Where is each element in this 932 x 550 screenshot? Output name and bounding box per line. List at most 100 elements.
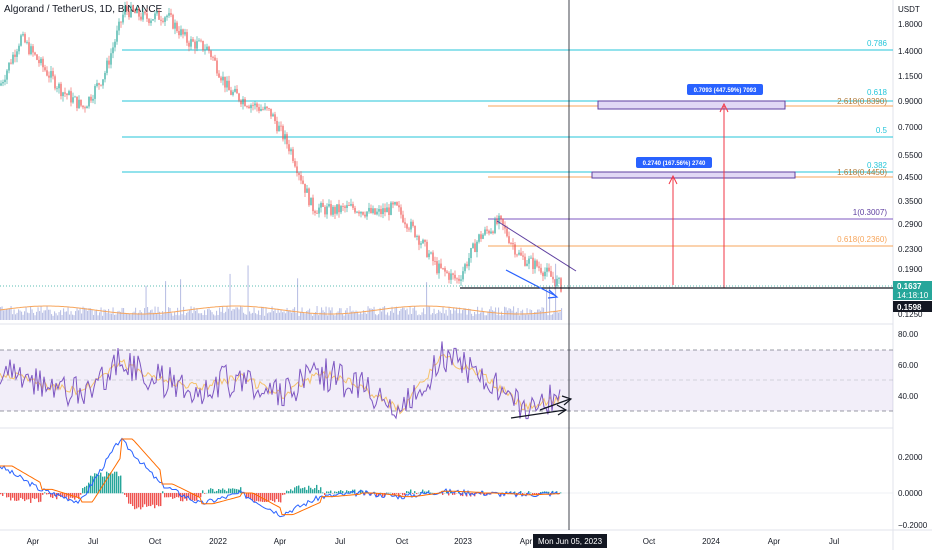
measure-tag-upper[interactable] — [687, 84, 763, 95]
candle-body — [112, 47, 114, 54]
volume-bar — [400, 308, 402, 320]
volume-bar — [532, 314, 534, 320]
candle-body — [106, 60, 108, 73]
candle-body — [320, 202, 322, 208]
volume-bar — [523, 313, 525, 320]
volume-bar — [438, 309, 440, 320]
target-box-lower[interactable] — [591, 171, 796, 179]
crosshair-date-tag[interactable] — [533, 534, 607, 548]
volume-bar — [138, 312, 140, 320]
fib-levels[interactable]: 0.786 0.618 2.618(0.8390) 0.5 0.382 1.61… — [122, 39, 893, 247]
volume-bar — [561, 308, 563, 320]
candle-body — [488, 230, 490, 234]
macd-hist-bar — [300, 488, 302, 494]
volume-bar — [319, 312, 321, 320]
macd-hist-bar — [224, 489, 226, 494]
volume-bar — [291, 312, 293, 320]
candle-body — [258, 107, 260, 111]
macd-hist-bar — [26, 493, 28, 500]
fib-label-0382: 0.382 — [867, 161, 888, 170]
candle-body — [162, 20, 164, 22]
volume-bar — [469, 308, 471, 320]
volume-bar — [496, 314, 498, 320]
volume-bar — [270, 312, 272, 320]
macd-hist-bar — [282, 493, 284, 496]
target-box-upper[interactable] — [597, 100, 786, 110]
price-candles[interactable] — [0, 1, 562, 293]
volume-bar — [208, 308, 210, 320]
macd-hist-bar — [262, 493, 264, 502]
macd-hist-bar — [180, 493, 182, 502]
candle-body — [164, 17, 166, 22]
volume-bar — [123, 308, 125, 320]
macd-hist-bar — [526, 493, 528, 495]
volume-bar — [520, 310, 522, 320]
macd-hist-bar — [34, 493, 36, 500]
rsi-divergence-arrow-lower[interactable] — [510, 409, 566, 419]
volume-bar — [403, 307, 405, 320]
volume-bar — [258, 310, 260, 320]
macd-hist-bar — [12, 493, 14, 498]
wedge-upper-line[interactable] — [496, 220, 577, 272]
macd-hist-bar — [540, 492, 542, 494]
macd-hist-bar — [106, 471, 108, 494]
volume-bar — [255, 313, 257, 320]
blue-divergence-arrow[interactable] — [505, 269, 557, 297]
candle-body — [188, 42, 190, 47]
volume-bar — [535, 312, 537, 320]
candle-body — [102, 79, 104, 86]
price-axis-panel[interactable] — [893, 0, 932, 550]
candle-body — [350, 204, 352, 206]
macd-hist-bar — [412, 493, 414, 494]
candle-body — [406, 224, 408, 229]
last-price-tag[interactable] — [893, 281, 932, 300]
candle-body — [216, 60, 218, 74]
candle-body — [368, 207, 370, 212]
candle-body — [360, 211, 362, 214]
volume-bar — [102, 315, 104, 320]
candle-body — [12, 54, 14, 64]
volume-bar — [211, 312, 213, 320]
candle-body — [136, 8, 138, 14]
macd-hist-bar — [212, 488, 214, 494]
candle-body — [266, 106, 268, 109]
macd-line[interactable] — [0, 437, 561, 518]
candle-body — [234, 88, 236, 92]
fib-label-0618: 0.618 — [867, 88, 888, 97]
candle-body — [224, 76, 226, 88]
candle-body — [270, 108, 272, 117]
macd-hist-bar — [158, 493, 160, 507]
macd-hist-bar — [324, 493, 326, 496]
rsi-divergence-arrow-upper[interactable] — [539, 398, 571, 411]
volume-bar — [19, 310, 21, 320]
macd-hist-bar — [66, 493, 68, 497]
rsi-line[interactable] — [0, 341, 561, 420]
volume-bar — [36, 311, 38, 320]
candle-body — [78, 99, 80, 109]
candle-body — [200, 40, 202, 42]
macd-hist-bar — [110, 472, 112, 494]
time-tick-label: Oct — [396, 537, 409, 546]
hover-price-tag[interactable] — [893, 301, 932, 312]
candle-body — [334, 206, 336, 214]
volume-bar — [501, 311, 503, 320]
candle-body — [68, 91, 70, 96]
candle-body — [288, 144, 290, 152]
volume-bar — [333, 314, 335, 320]
volume-bar — [189, 310, 191, 320]
signal-line[interactable] — [0, 438, 561, 516]
volume-bar — [49, 309, 51, 320]
candle-body — [292, 149, 294, 162]
volume-bar — [78, 310, 80, 320]
volume-bar — [132, 312, 134, 320]
volume-bar — [22, 314, 24, 320]
volume-bar — [324, 312, 326, 320]
volume-bar — [178, 315, 180, 320]
volume-bar — [84, 307, 86, 320]
macd-hist-bar — [140, 493, 142, 510]
candle-body — [410, 221, 412, 230]
macd-hist-bar — [168, 493, 170, 498]
macd-hist-bar — [216, 490, 218, 494]
measure-tag-lower[interactable] — [636, 157, 712, 168]
